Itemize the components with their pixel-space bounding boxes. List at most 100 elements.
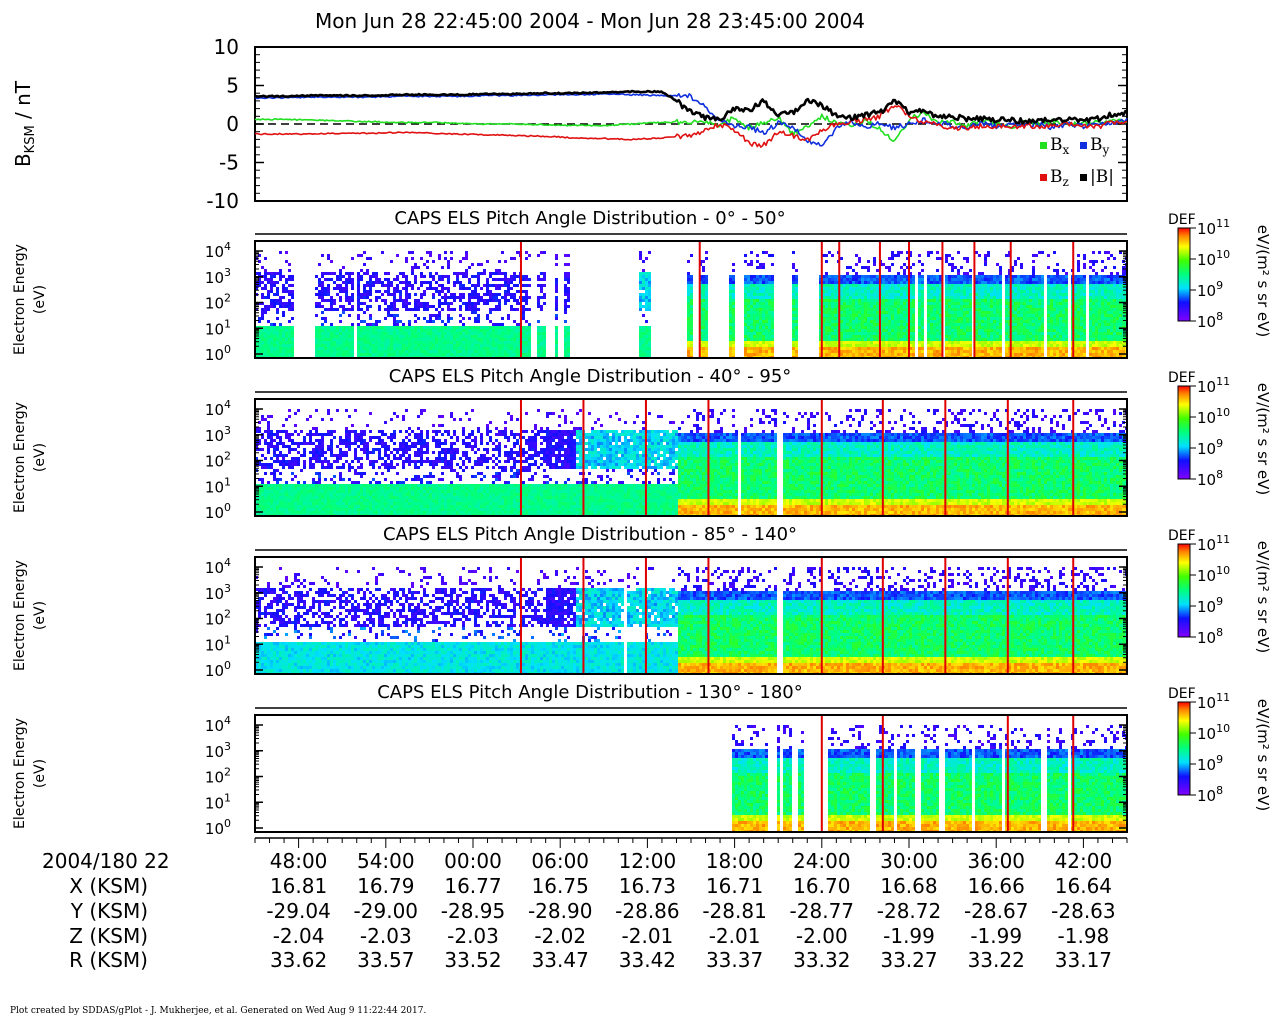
spectrogram-cell [345, 341, 348, 344]
spectrogram-cell [564, 278, 567, 281]
spectrogram-cell [969, 275, 972, 278]
spectrogram-cell [690, 299, 693, 302]
spectrogram-cell [756, 335, 759, 338]
spectrogram-cell [417, 338, 420, 341]
spectrogram-cell [750, 284, 753, 287]
spectrogram-cell [555, 335, 558, 338]
spectrogram-cell [336, 341, 339, 344]
spectrogram-cell [1026, 281, 1029, 284]
spectrogram-cell [429, 251, 432, 254]
spectrogram-cell [690, 341, 693, 344]
spectrogram-cell [885, 278, 888, 281]
spectrogram-cell [981, 347, 984, 350]
spectrogram-cell [540, 287, 543, 290]
spectrogram-cell [747, 329, 750, 332]
spectrogram-cell [357, 329, 360, 332]
spectrogram-cell [1026, 326, 1029, 329]
spectrogram-cell [468, 341, 471, 344]
spectrogram-cell [732, 296, 735, 299]
spectrogram-cell [993, 305, 996, 308]
spectrogram-cell [759, 350, 762, 353]
spectrogram-cell [966, 284, 969, 287]
spectrogram-cell [438, 275, 441, 278]
spectrogram-cell [750, 287, 753, 290]
spectrogram-cell [792, 296, 795, 299]
spectrogram-cell [690, 353, 693, 356]
spectrogram-cell [969, 281, 972, 284]
spectrogram-cell [849, 329, 852, 332]
spectrogram-cell [996, 335, 999, 338]
spectrogram-cell [753, 278, 756, 281]
spectrogram-cell [756, 341, 759, 344]
spectrogram-cell [951, 278, 954, 281]
spectrogram-cell [483, 335, 486, 338]
spectrogram-cell [729, 329, 732, 332]
spectrogram-cell [897, 326, 900, 329]
spectrogram-cell [1062, 287, 1065, 290]
spectrogram-cell [963, 341, 966, 344]
spectrogram-cell [528, 278, 531, 281]
spectrogram-cell [462, 347, 465, 350]
spectrogram-cell [765, 314, 768, 317]
spectrogram-cell [870, 323, 873, 326]
spectrogram-cell [321, 287, 324, 290]
spectrogram-cell [768, 332, 771, 335]
spectrogram-cell [456, 350, 459, 353]
spectrogram-cell [330, 347, 333, 350]
spectrogram-cell [996, 347, 999, 350]
spectrogram-cell [993, 353, 996, 356]
spectrogram-cell [513, 284, 516, 287]
spectrogram-cell [459, 281, 462, 284]
spectrogram-cell [930, 299, 933, 302]
spectrogram-cell [984, 287, 987, 290]
spectrogram-cell [873, 335, 876, 338]
spectrogram-cell [366, 257, 369, 260]
spectrogram-cell [912, 302, 915, 305]
spectrogram-cell [441, 347, 444, 350]
spectrogram-cell [399, 272, 402, 275]
spectrogram-cell [1038, 344, 1041, 347]
spectrogram-cell [1074, 332, 1077, 335]
spectrogram-cell [945, 284, 948, 287]
spectrogram-cell [333, 350, 336, 353]
spectrogram-cell [903, 305, 906, 308]
spectrogram-cell [885, 275, 888, 278]
spectrogram-cell [405, 305, 408, 308]
spectrogram-cell [1059, 335, 1062, 338]
spectrogram-cell [963, 272, 966, 275]
spectrogram-cell [1053, 311, 1056, 314]
spectrogram-cell [771, 275, 774, 278]
spectrogram-cell [537, 275, 540, 278]
spectrogram-cell [960, 326, 963, 329]
spectrogram-cell [423, 308, 426, 311]
spectrogram-cell [1062, 314, 1065, 317]
spectrogram-cell [690, 338, 693, 341]
spectrogram-cell [999, 272, 1002, 275]
spectrogram-cell [369, 284, 372, 287]
spectrogram-cell [945, 296, 948, 299]
spectrogram-cell [381, 326, 384, 329]
spectrogram-cell [852, 305, 855, 308]
spectrogram-cell [840, 320, 843, 323]
spectrogram-cell [1017, 311, 1020, 314]
spectrogram-cell [363, 353, 366, 356]
spectrogram-panel-1: CAPS ELS Pitch Angle Distribution - 0° -… [12, 208, 1272, 364]
spectrogram-cell [486, 281, 489, 284]
spectrogram-cell [387, 314, 390, 317]
spectrogram-cell [843, 335, 846, 338]
spectrogram-cell [762, 347, 765, 350]
spectrogram-cell [750, 323, 753, 326]
spectrogram-cell [507, 341, 510, 344]
spectrogram-cell [1023, 353, 1026, 356]
spectrogram-cell [882, 344, 885, 347]
spectrogram-cell [462, 326, 465, 329]
spectrogram-cell [894, 350, 897, 353]
spectrogram-cell [744, 308, 747, 311]
spectrogram-cell [363, 326, 366, 329]
spectrogram-cell [867, 326, 870, 329]
spectrogram-cell [759, 314, 762, 317]
spectrogram-cell [912, 305, 915, 308]
spectrogram-cell [864, 335, 867, 338]
spectrogram-cell [750, 263, 753, 266]
spectrogram-cell [948, 329, 951, 332]
